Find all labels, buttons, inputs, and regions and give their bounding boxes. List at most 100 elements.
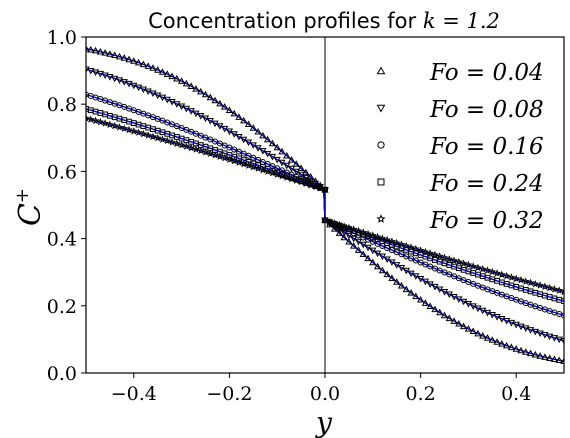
data-point — [231, 146, 238, 153]
data-point — [393, 278, 401, 285]
data-point — [120, 54, 128, 61]
data-point — [87, 67, 95, 75]
series-line-right-3 — [324, 219, 564, 317]
data-point — [345, 223, 353, 232]
data-point — [378, 266, 387, 274]
data-point — [86, 114, 90, 122]
data-point — [330, 225, 339, 232]
data-point — [407, 243, 415, 251]
data-point — [454, 257, 463, 266]
data-point — [130, 82, 138, 90]
data-point — [282, 173, 291, 181]
data-point — [134, 128, 143, 136]
data-point — [235, 113, 243, 120]
data-point — [297, 178, 305, 186]
data-point — [407, 289, 415, 296]
data-point — [134, 58, 143, 66]
data-point — [316, 184, 325, 192]
data-point — [268, 168, 277, 177]
data-point — [502, 271, 511, 280]
data-point — [398, 251, 405, 258]
data-point — [502, 318, 511, 325]
data-point — [125, 125, 133, 134]
plot-series-group — [86, 37, 564, 373]
data-point — [287, 156, 296, 163]
data-point — [154, 66, 162, 73]
legend-label-3: Fo = 0.16 — [429, 134, 544, 160]
data-point — [192, 145, 200, 153]
data-point — [158, 68, 167, 75]
data-point — [383, 270, 391, 278]
data-point — [263, 167, 272, 175]
data-point — [130, 57, 138, 64]
data-point — [349, 225, 358, 233]
y-axis-label: C+ — [12, 188, 48, 226]
data-point — [163, 96, 171, 104]
data-point — [526, 327, 535, 334]
data-point — [225, 106, 234, 113]
data-point — [154, 92, 162, 100]
data-point — [302, 174, 310, 182]
data-point — [455, 296, 463, 303]
data-point — [101, 72, 109, 80]
data-point — [149, 90, 157, 98]
data-point — [340, 233, 348, 241]
data-point — [368, 231, 377, 239]
data-point — [177, 77, 186, 84]
data-point — [550, 335, 559, 342]
data-point — [474, 263, 482, 272]
data-point — [440, 311, 449, 319]
data-point — [469, 262, 478, 270]
data-point — [393, 249, 400, 256]
data-point — [197, 113, 205, 120]
data-point — [139, 86, 148, 94]
data-point — [397, 281, 406, 289]
data-point — [254, 164, 262, 172]
data-point — [177, 140, 186, 149]
data-point — [383, 235, 392, 244]
data-point — [512, 321, 520, 329]
data-point — [345, 237, 353, 245]
data-point — [359, 228, 368, 236]
data-point — [340, 229, 348, 237]
data-point — [268, 139, 277, 147]
data-point — [445, 291, 453, 299]
data-point — [249, 124, 257, 131]
data-point — [330, 219, 339, 227]
data-point — [240, 116, 248, 124]
data-point — [311, 182, 320, 191]
data-point — [483, 309, 492, 317]
legend-marker-1 — [376, 66, 386, 75]
data-point — [426, 249, 435, 257]
data-point — [273, 170, 282, 178]
data-point — [249, 162, 258, 171]
y-tick-label: 0.8 — [47, 94, 77, 116]
data-point — [397, 240, 406, 248]
data-point — [421, 247, 430, 256]
data-point — [211, 151, 219, 159]
data-point — [464, 325, 473, 332]
data-point — [239, 159, 248, 168]
data-point — [240, 150, 247, 157]
data-point — [373, 232, 382, 241]
data-point — [364, 254, 372, 262]
data-point — [86, 66, 90, 74]
data-point — [163, 136, 172, 145]
data-point — [110, 121, 119, 130]
data-point — [507, 343, 516, 351]
data-point — [192, 85, 200, 92]
data-point — [335, 226, 343, 234]
x-tick-label: 0.4 — [501, 383, 531, 405]
data-point — [115, 123, 124, 131]
data-point — [91, 116, 100, 125]
data-point — [502, 341, 511, 349]
data-point — [177, 103, 186, 111]
data-point — [158, 135, 167, 143]
data-point — [91, 46, 100, 54]
data-point — [120, 124, 129, 132]
data-point — [416, 246, 425, 254]
data-point — [292, 176, 301, 184]
data-point — [244, 161, 253, 169]
data-point — [507, 273, 516, 281]
